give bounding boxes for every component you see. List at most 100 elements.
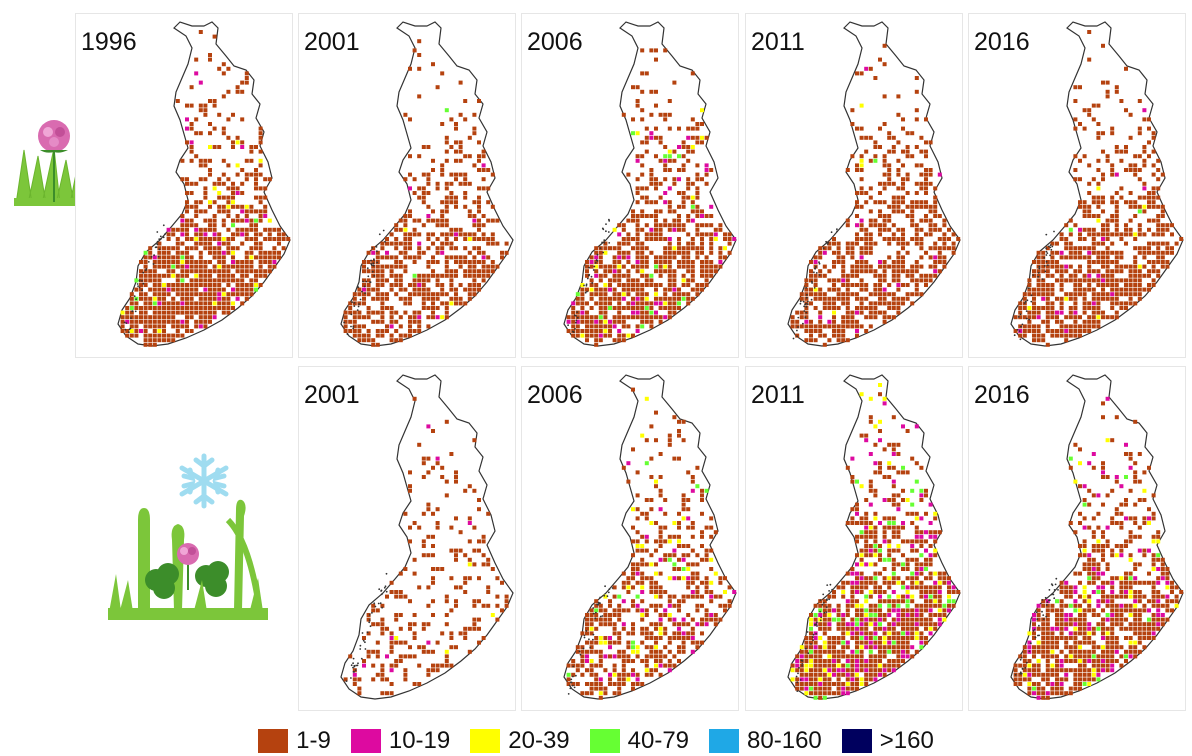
grid-cell <box>667 438 672 443</box>
island-dot <box>825 611 828 613</box>
grid-cell <box>850 273 855 278</box>
grid-cell <box>887 626 892 631</box>
grid-cell <box>672 603 677 608</box>
grid-cell <box>175 310 180 315</box>
grid-cell <box>426 191 431 195</box>
grid-cell <box>822 296 827 301</box>
grid-cell <box>654 214 658 218</box>
grid-cell <box>449 181 454 186</box>
grid-cell <box>408 329 412 333</box>
grid-cell <box>855 631 859 636</box>
grid-cell <box>873 145 878 149</box>
grid-cell <box>143 255 148 260</box>
grid-cell <box>1036 278 1041 283</box>
grid-cell <box>580 283 585 287</box>
grid-cell <box>891 645 896 650</box>
grid-cell <box>129 301 134 306</box>
grid-cell <box>1059 310 1064 315</box>
island-dot <box>825 240 827 243</box>
island-dot <box>370 264 373 266</box>
grid-cell <box>672 255 677 260</box>
grid-cell <box>809 260 813 264</box>
grid-cell <box>1082 329 1087 333</box>
grid-cell <box>171 264 176 269</box>
grid-cell <box>686 580 691 585</box>
grid-cell <box>152 342 157 347</box>
grid-cell <box>477 250 481 255</box>
grid-cell <box>249 255 254 260</box>
island-dot <box>350 664 353 667</box>
grid-cell <box>813 672 818 677</box>
grid-cell <box>873 562 878 567</box>
grid-cell <box>1101 283 1105 287</box>
grid-cell <box>864 659 869 663</box>
grid-cell <box>868 603 873 608</box>
grid-cell <box>472 200 477 205</box>
grid-cell <box>162 246 166 251</box>
grid-cell <box>654 135 658 140</box>
island-dot <box>134 310 137 313</box>
grid-cell <box>882 617 887 622</box>
grid-cell <box>1022 324 1027 329</box>
grid-cell <box>855 626 859 631</box>
grid-cell <box>249 204 254 209</box>
grid-cell <box>644 626 649 631</box>
grid-cell <box>352 668 357 673</box>
grid-cell <box>924 617 928 622</box>
grid-cell <box>440 287 445 292</box>
grid-cell <box>677 557 681 562</box>
grid-cell <box>1128 204 1133 209</box>
grid-cell <box>612 640 617 645</box>
grid-cell <box>887 585 892 590</box>
grid-cell <box>594 677 599 682</box>
island-dot <box>160 238 162 240</box>
grid-cell <box>1160 264 1165 269</box>
grid-cell <box>873 525 878 530</box>
grid-cell <box>426 292 431 297</box>
grid-cell <box>914 622 919 627</box>
grid-cell <box>366 333 371 338</box>
grid-cell <box>663 177 668 182</box>
island-dot <box>1046 264 1049 266</box>
grid-cell <box>389 333 394 338</box>
grid-cell <box>677 608 681 613</box>
grid-cell <box>212 255 217 260</box>
grid-cell <box>1147 191 1151 195</box>
grid-cell <box>403 654 408 659</box>
grid-cell <box>603 640 608 645</box>
island-dot <box>136 283 139 285</box>
grid-cell <box>1170 223 1174 228</box>
grid-cell <box>463 553 468 558</box>
grid-cell <box>454 255 458 260</box>
grid-cell <box>681 255 686 260</box>
grid-cell <box>477 640 481 645</box>
island-dot <box>138 280 141 282</box>
grid-cell <box>841 338 846 343</box>
grid-cell <box>896 544 901 548</box>
island-dot <box>369 625 372 628</box>
grid-cell <box>212 296 217 301</box>
island-dot <box>599 615 602 618</box>
grid-cell <box>380 617 385 622</box>
grid-cell <box>198 241 203 246</box>
grid-cell <box>658 319 663 324</box>
grid-cell <box>375 273 380 278</box>
grid-cell <box>864 663 869 668</box>
grid-cell <box>421 191 426 195</box>
grid-cell <box>887 283 892 287</box>
island-dot <box>355 664 357 667</box>
grid-cell <box>882 273 887 278</box>
grid-cell <box>166 269 171 274</box>
grid-cell <box>718 223 723 228</box>
grid-cell <box>594 608 599 613</box>
grid-cell <box>1101 287 1105 292</box>
grid-cell <box>240 168 245 172</box>
grid-cell <box>1041 296 1046 301</box>
grid-cell <box>1105 232 1110 237</box>
grid-cell <box>217 191 222 195</box>
grid-cell <box>878 223 882 228</box>
grid-cell <box>481 534 486 539</box>
grid-cell <box>472 214 477 218</box>
grid-cell <box>449 191 454 195</box>
grid-cell <box>832 310 836 315</box>
